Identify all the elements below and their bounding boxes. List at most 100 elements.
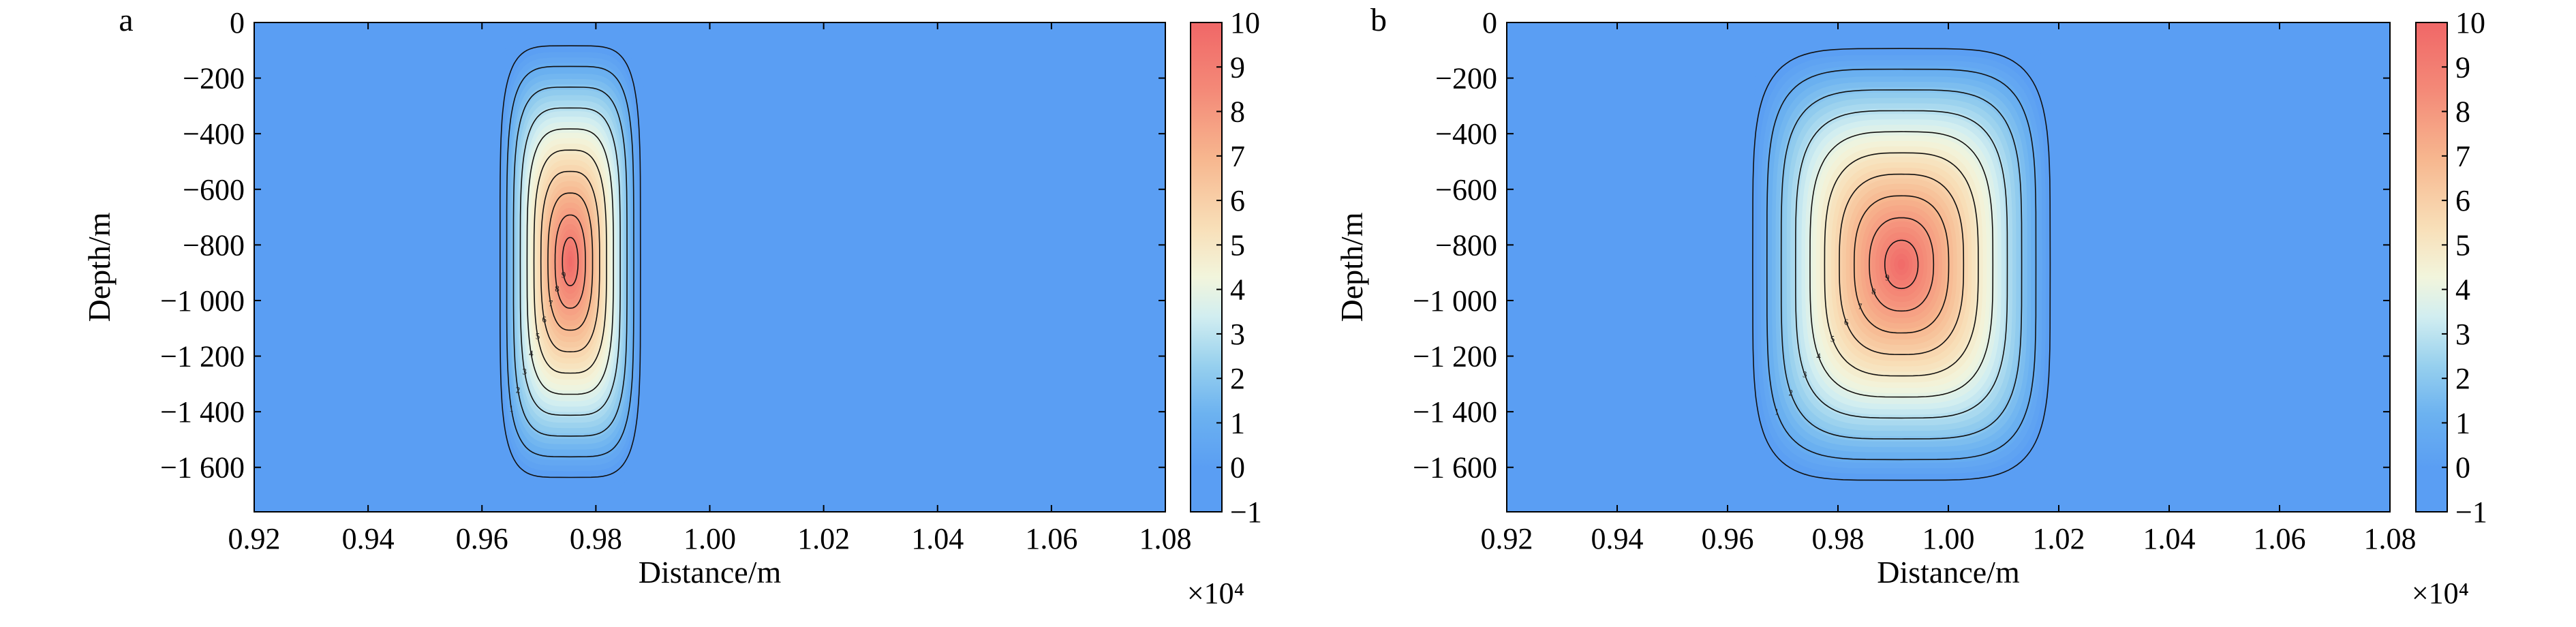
contour-label: 7 xyxy=(549,299,553,309)
colorbar-tick-label: 5 xyxy=(2455,228,2470,262)
x-tick-label: 1.04 xyxy=(911,522,964,555)
colorbar-tick-label: 9 xyxy=(1230,50,1245,84)
x-tick-label: 1.02 xyxy=(797,522,850,555)
x-tick-label: 1.06 xyxy=(1025,522,1077,555)
colorbar-tick-label: −1 xyxy=(2455,495,2487,529)
x-axis-label: Distance/m xyxy=(639,555,782,590)
y-axis: 0 −200 −400 −600 −800 −1 000 −1 200 −1 400 −1 60… xyxy=(1413,6,2390,485)
contour-label: 9 xyxy=(1885,273,1890,283)
contour-line xyxy=(500,45,641,478)
contour-label: 8 xyxy=(1871,286,1876,296)
x-tick-label: 1.00 xyxy=(1922,522,1975,555)
x-tick-label: 1.04 xyxy=(2143,522,2196,555)
y-tick-label: −200 xyxy=(183,62,245,95)
contour-label: 9 xyxy=(562,270,566,280)
colorbar-tick-label: 2 xyxy=(1230,362,1245,395)
x-axis: 0.92 0.94 0.96 0.98 1.00 1.02 1.04 1.06 1.08 xyxy=(228,22,1192,555)
contour-label: 2 xyxy=(1788,388,1793,398)
heatmap-fill xyxy=(1738,28,2065,501)
contour-label: 1 xyxy=(1775,406,1779,416)
y-tick-label: −1 200 xyxy=(1413,340,1497,373)
colorbar-tick-label: 4 xyxy=(1230,273,1245,307)
colorbar-tick-label: 3 xyxy=(2455,318,2470,351)
colorbar-tick-label: 6 xyxy=(1230,184,1245,217)
contour-line xyxy=(519,107,621,416)
contour-line xyxy=(1766,68,2037,461)
contour-label: 6 xyxy=(542,314,547,324)
colorbar-tick-label: 1 xyxy=(1230,406,1245,440)
x-tick-label: 0.94 xyxy=(342,522,395,555)
contour-line xyxy=(1794,110,2008,419)
colorbar-tick-label: 7 xyxy=(1230,140,1245,173)
colorbar-tick-label: 1 xyxy=(2455,406,2470,440)
contour-line xyxy=(1884,239,1919,290)
contour-line xyxy=(547,192,594,331)
x-axis-multiplier: ×10⁴ xyxy=(1187,577,1244,610)
y-tick-label: 0 xyxy=(230,6,245,40)
x-axis: 0.92 0.94 0.96 0.98 1.00 1.02 1.04 1.06 1.08 xyxy=(1481,22,2417,555)
contour-line xyxy=(1824,152,1979,377)
y-tick-label: −1 400 xyxy=(160,395,245,429)
colorbar-tick-label: 10 xyxy=(1230,6,1260,40)
contour-label: 8 xyxy=(555,284,559,294)
colorbar-gradient xyxy=(1190,22,1223,513)
x-tick-label: 1.02 xyxy=(2033,522,2085,555)
contour-label: 2 xyxy=(516,385,521,395)
colorbar-tick-label: 0 xyxy=(2455,451,2470,485)
contour-line xyxy=(562,236,579,287)
contour-line xyxy=(540,170,600,353)
heatmap-band xyxy=(1897,259,1905,270)
contour-line xyxy=(554,214,586,309)
y-tick-label: −400 xyxy=(1435,117,1497,151)
heatmap-background xyxy=(254,22,1165,512)
x-tick-label: 0.92 xyxy=(228,522,281,555)
y-tick-label: −200 xyxy=(1435,62,1497,95)
y-tick-label: −1 600 xyxy=(1413,451,1497,485)
y-axis: 0 −200 −400 −600 −800 −1 000 −1 200 −1 400 −1 60… xyxy=(160,6,1165,485)
y-tick-label: 0 xyxy=(1482,6,1497,40)
colorbar-tick-label: 8 xyxy=(1230,95,1245,129)
colorbar-gradient xyxy=(2415,22,2448,513)
contour-label: 4 xyxy=(1816,351,1821,361)
x-tick-label: 0.96 xyxy=(456,522,508,555)
colorbar-tick-label: 10 xyxy=(2455,6,2485,40)
contour-line xyxy=(1853,195,1950,334)
contour-label: 5 xyxy=(536,331,540,341)
contour-line xyxy=(1809,131,1994,398)
colorbar-tick-label: 5 xyxy=(1230,228,1245,262)
y-tick-label: −1 000 xyxy=(160,284,245,318)
contour-line xyxy=(506,65,634,458)
y-tick-label: −800 xyxy=(1435,228,1497,262)
x-axis-label: Distance/m xyxy=(1877,555,2020,590)
y-tick-label: −600 xyxy=(183,173,245,207)
contour-line xyxy=(512,86,628,437)
contour-label: 3 xyxy=(522,367,527,377)
x-tick-label: 0.94 xyxy=(1591,522,1644,555)
colorbar-tick-label: 8 xyxy=(2455,95,2470,129)
colorbar-tick-label: 3 xyxy=(1230,318,1245,351)
contour-label: 7 xyxy=(1858,301,1862,311)
panel-label: b xyxy=(1370,2,1387,38)
y-tick-label: −1 200 xyxy=(160,340,245,373)
y-tick-label: −1 400 xyxy=(1413,395,1497,429)
x-tick-label: 1.06 xyxy=(2254,522,2306,555)
x-tick-label: 1.08 xyxy=(1139,522,1192,555)
y-tick-label: −600 xyxy=(1435,173,1497,207)
contour-line xyxy=(1752,48,2051,481)
y-tick-label: −1 000 xyxy=(1413,284,1497,318)
contour-line xyxy=(1780,89,2023,440)
contour-label: 3 xyxy=(1803,369,1807,380)
colorbar-tick-label: 6 xyxy=(2455,184,2470,217)
panel-label: a xyxy=(119,2,133,38)
y-axis-label: Depth/m xyxy=(82,212,117,322)
x-tick-label: 0.92 xyxy=(1481,522,1533,555)
y-tick-label: −1 600 xyxy=(160,451,245,485)
colorbar-tick-label: 0 xyxy=(1230,451,1245,485)
